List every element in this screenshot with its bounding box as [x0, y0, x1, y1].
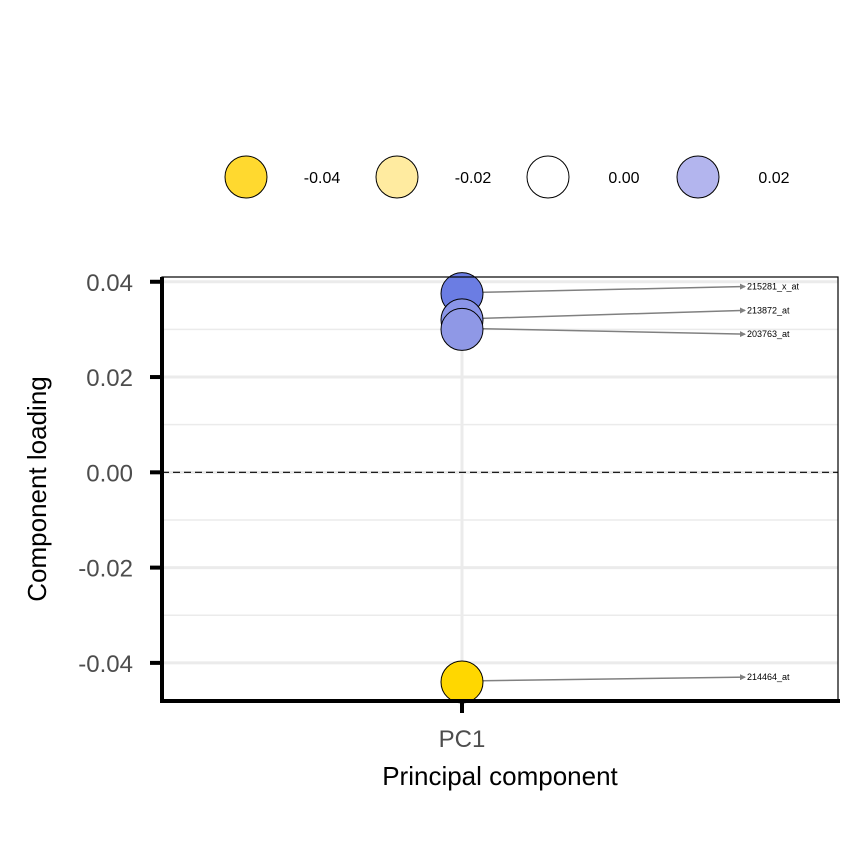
leader-line — [464, 283, 746, 294]
point-label: 215281_x_at — [747, 282, 800, 292]
point-label: 214464_at — [747, 672, 790, 682]
legend-label: 0.00 — [608, 170, 639, 187]
point-label: 203763_at — [747, 329, 790, 339]
y-tick-label: -0.04 — [78, 651, 133, 678]
y-axis-ticks: 0.04 0.02 0.00 -0.02 -0.04 — [78, 270, 162, 678]
leader-line — [464, 307, 746, 320]
x-axis-title: Principal component — [382, 761, 618, 791]
legend-key — [224, 155, 268, 199]
x-tick-label: PC1 — [439, 726, 486, 753]
legend-label: 0.02 — [758, 170, 789, 187]
leader-line — [464, 674, 746, 682]
leader-line — [464, 327, 746, 338]
legend-label: -0.02 — [455, 170, 492, 187]
plot-panel — [162, 277, 838, 701]
legend-key — [375, 155, 419, 199]
point-label: 213872_at — [747, 305, 790, 315]
data-point — [440, 307, 484, 351]
data-point — [440, 660, 484, 704]
legend-label: -0.04 — [304, 170, 341, 187]
legend-key — [676, 155, 720, 199]
label-leader-lines — [464, 283, 746, 682]
y-axis-title: Component loading — [22, 376, 52, 602]
legend-key — [526, 155, 570, 199]
data-points — [440, 272, 484, 704]
y-tick-label: -0.02 — [78, 556, 133, 583]
x-axis-ticks: PC1 — [439, 701, 486, 753]
point-labels: 215281_x_at 213872_at 203763_at 214464_at — [747, 282, 800, 683]
y-tick-label: 0.04 — [86, 270, 133, 297]
legend: -0.04 -0.02 0.00 0.02 — [224, 155, 790, 199]
y-tick-label: 0.00 — [86, 460, 133, 487]
y-tick-label: 0.02 — [86, 365, 133, 392]
